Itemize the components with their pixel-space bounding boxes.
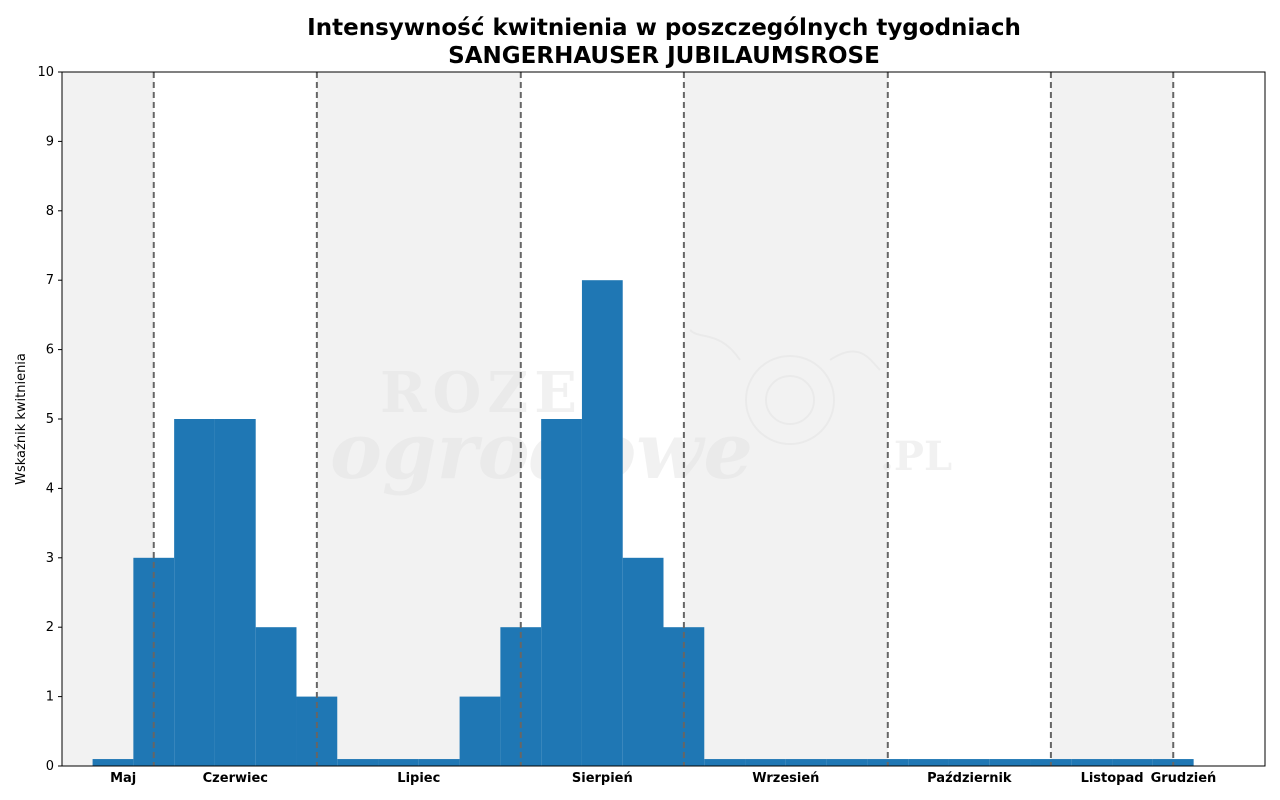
y-tick-label-1: 1: [46, 690, 54, 705]
watermark-line1: ROZE: [380, 360, 583, 426]
month-bands: [62, 72, 1174, 766]
watermark-suffix: .PL: [880, 433, 952, 480]
month-label-5: Październik: [927, 771, 1012, 786]
bar-week-12: [581, 280, 623, 766]
y-axis: 0 1 2 3 4 5 6 7 8 9 10: [37, 65, 62, 774]
y-tick-label-6: 6: [46, 343, 54, 358]
bar-week-8: [418, 759, 460, 766]
y-tick-label-0: 0: [46, 759, 54, 774]
rose-outline-icon: [689, 329, 881, 445]
month-label-1: Czerwiec: [203, 771, 268, 786]
month-label-2: Lipiec: [397, 771, 440, 786]
y-tick-label-2: 2: [46, 620, 54, 635]
y-axis-label: Wskaźnik kwitnienia: [14, 353, 29, 485]
y-tick-label-8: 8: [46, 204, 54, 219]
bar-week-3: [214, 419, 256, 766]
bar-week-9: [459, 696, 501, 766]
y-tick-label-7: 7: [46, 273, 54, 288]
x-axis-month-labels: Maj Czerwiec Lipiec Sierpień Wrzesień Paździe…: [110, 771, 1216, 786]
chart-subtitle: SANGERHAUSER JUBILAUMSROSE: [448, 43, 880, 69]
bar-week-17: [785, 759, 827, 766]
bar-week-18: [826, 759, 868, 766]
month-label-6: Listopad: [1081, 771, 1144, 786]
bar-week-22: [989, 759, 1031, 766]
month-dividers: [152, 72, 1175, 766]
bars: [92, 280, 1194, 766]
month-band-4: [683, 72, 888, 766]
month-label-7: Grudzień: [1151, 771, 1217, 786]
bar-week-13: [622, 557, 664, 766]
bar-week-15: [704, 759, 746, 766]
y-tick-label-10: 10: [37, 65, 54, 80]
bar-week-20: [908, 759, 949, 766]
y-tick-label-3: 3: [46, 551, 54, 566]
y-tick-label-4: 4: [46, 481, 54, 496]
bar-week-7: [378, 759, 419, 766]
bar-week-6: [337, 759, 379, 766]
month-band-2: [316, 72, 521, 766]
bar-week-25: [1112, 759, 1153, 766]
month-label-0: Maj: [110, 771, 136, 786]
bar-week-4: [255, 627, 297, 766]
month-band-6: [1050, 72, 1174, 766]
y-tick-label-5: 5: [46, 412, 54, 427]
bar-week-24: [1071, 759, 1113, 766]
bar-week-0: [92, 759, 134, 766]
bar-week-21: [948, 759, 990, 766]
y-tick-label-9: 9: [46, 134, 54, 149]
bar-week-11: [541, 419, 582, 766]
bar-week-2: [174, 419, 215, 766]
bar-week-16: [745, 759, 786, 766]
chart-title: Intensywność kwitnienia w poszczególnych…: [307, 15, 1021, 41]
month-label-3: Sierpień: [572, 771, 633, 786]
month-label-4: Wrzesień: [752, 771, 819, 786]
